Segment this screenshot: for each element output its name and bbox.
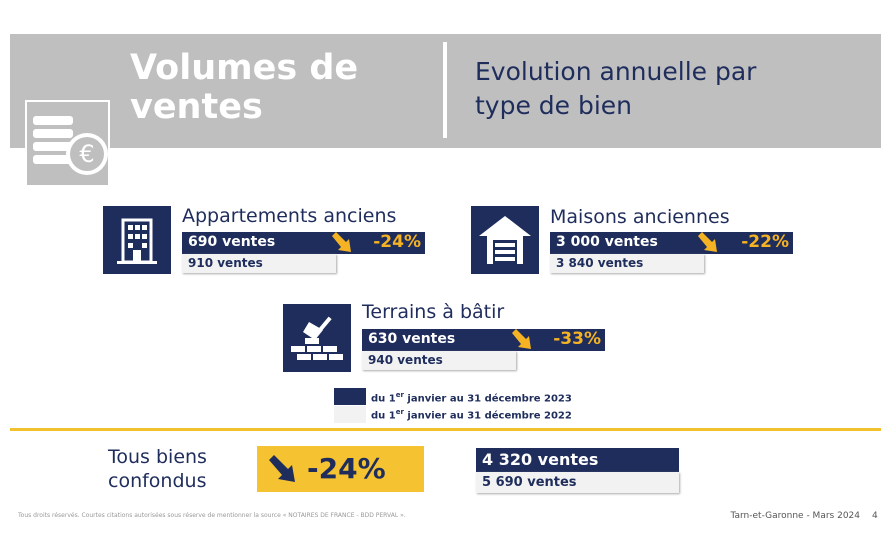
legend-part: du 1 (371, 393, 396, 405)
legend-sup: er (395, 391, 404, 399)
current-bar: 3 000 ventes -22% (550, 232, 793, 254)
legend-swatch (334, 388, 366, 405)
previous-value: 3 840 ventes (556, 256, 644, 270)
change-value: -33% (553, 329, 601, 349)
legend-text: du 1er janvier au 31 décembre 2023 (371, 391, 572, 404)
apartment-icon (103, 206, 171, 274)
land-icon (283, 304, 351, 372)
total-change: -24% (307, 452, 386, 485)
legend-part: du 1 (371, 410, 396, 422)
current-value: 690 ventes (188, 234, 276, 250)
legend-part: janvier au 31 décembre 2022 (407, 410, 572, 422)
legend-sup: er (395, 408, 404, 416)
total-previous: 5 690 ventes (482, 475, 577, 490)
title-line: Volumes de (130, 48, 359, 88)
previous-value: 910 ventes (188, 256, 263, 270)
previous-bar: 3 840 ventes (550, 254, 704, 273)
svg-text:€: € (79, 140, 94, 168)
total-current-bar: 4 320 ventes (476, 448, 679, 472)
current-value: 3 000 ventes (556, 234, 658, 250)
subtitle-line: type de bien (475, 91, 633, 120)
page-number: 4 (872, 511, 878, 521)
current-bar: 630 ventes -33% (362, 329, 605, 351)
total-current: 4 320 ventes (482, 450, 599, 469)
previous-value: 940 ventes (368, 353, 443, 367)
current-bar: 690 ventes -24% (182, 232, 425, 254)
total-label: Tous biens (108, 446, 207, 468)
footer-source: Tarn-et-Garonne - Mars 2024 (730, 511, 860, 521)
previous-bar: 910 ventes (182, 254, 336, 273)
divider (10, 428, 881, 431)
legend-part: janvier au 31 décembre 2023 (407, 393, 572, 405)
legend-swatch (334, 406, 366, 423)
change-value: -24% (373, 232, 421, 252)
separator (443, 42, 447, 138)
coins-icon: € (33, 116, 108, 175)
total-previous-bar: 5 690 ventes (476, 472, 679, 493)
house-icon (471, 206, 539, 274)
total-label: confondus (108, 470, 207, 492)
previous-bar: 940 ventes (362, 351, 516, 370)
legend-text: du 1er janvier au 31 décembre 2022 (371, 408, 572, 421)
total-change-box: -24% (257, 446, 424, 492)
subtitle-line: Evolution annuelle par (475, 57, 757, 86)
current-value: 630 ventes (368, 331, 456, 347)
title-line: ventes (130, 87, 263, 127)
footer-note: Tous droits réservés. Courtes citations … (18, 512, 406, 519)
card-title: Maisons anciennes (550, 206, 730, 228)
card-title: Appartements anciens (182, 205, 397, 227)
card-title: Terrains à bâtir (362, 301, 505, 323)
change-value: -22% (741, 232, 789, 252)
header-icon: € (25, 100, 110, 187)
